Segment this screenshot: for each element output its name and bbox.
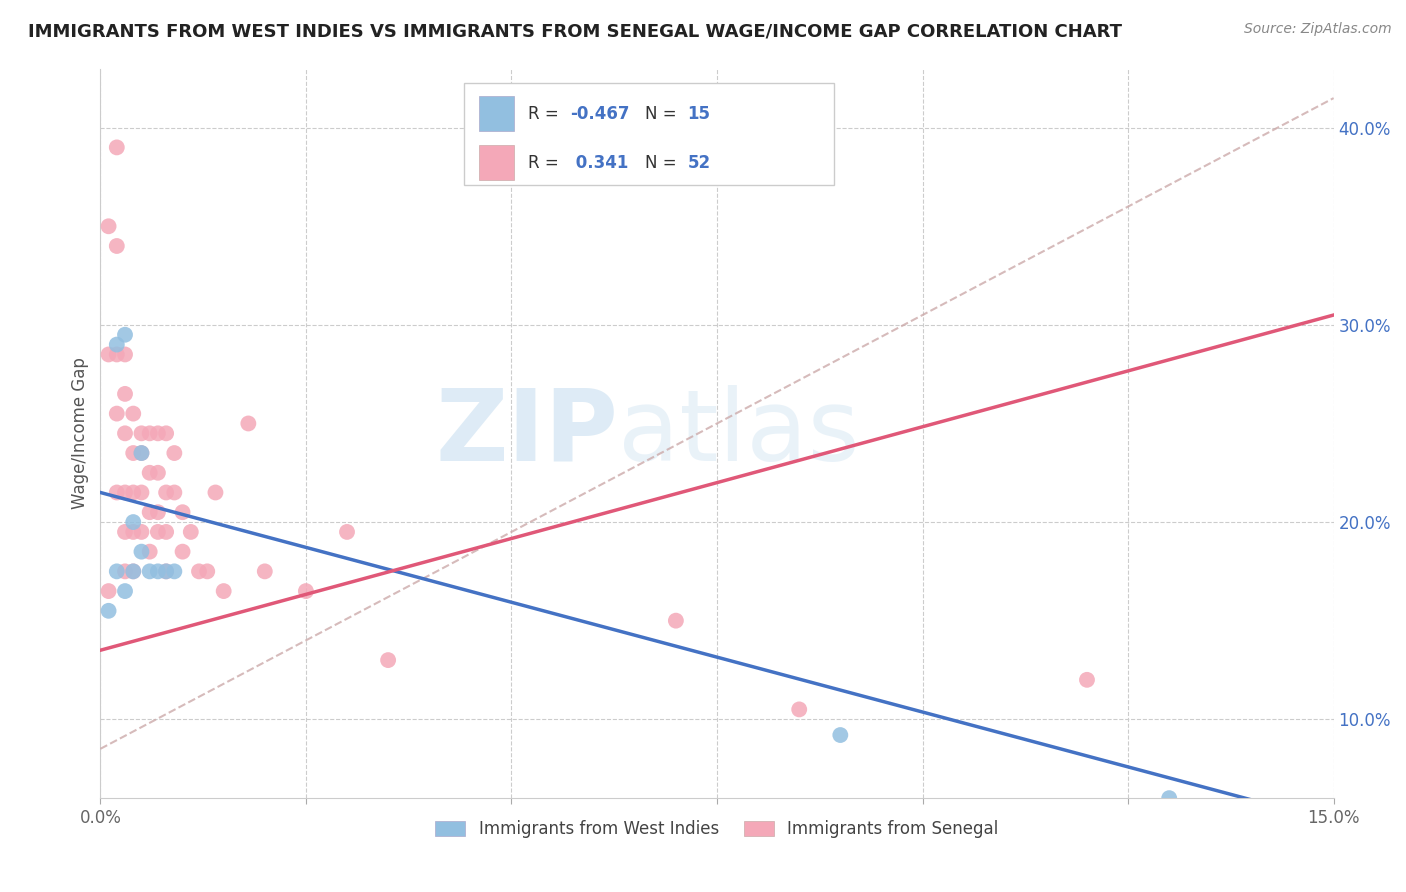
Bar <box>479 96 513 131</box>
Point <box>131 446 153 460</box>
Point <box>138 565 160 579</box>
Point <box>105 485 128 500</box>
Point <box>97 347 120 361</box>
Point <box>146 466 169 480</box>
Text: 15: 15 <box>688 104 710 123</box>
Point <box>212 584 235 599</box>
Text: atlas: atlas <box>619 384 860 482</box>
Point <box>163 485 186 500</box>
Point <box>172 505 194 519</box>
Bar <box>479 145 513 180</box>
Point <box>155 565 177 579</box>
Point <box>114 584 136 599</box>
Point <box>97 584 120 599</box>
Text: 52: 52 <box>688 153 710 172</box>
Point <box>122 485 145 500</box>
Point <box>114 387 136 401</box>
Point <box>114 426 136 441</box>
Point <box>105 239 128 253</box>
Point <box>180 524 202 539</box>
Point <box>146 505 169 519</box>
Point <box>131 485 153 500</box>
Point <box>188 565 211 579</box>
Point <box>138 544 160 558</box>
Point <box>155 426 177 441</box>
Point <box>114 327 136 342</box>
Point <box>131 544 153 558</box>
Y-axis label: Wage/Income Gap: Wage/Income Gap <box>72 358 89 509</box>
Point <box>122 515 145 529</box>
Point <box>336 524 359 539</box>
Point <box>163 565 186 579</box>
Text: 0.341: 0.341 <box>571 153 628 172</box>
Point <box>155 565 177 579</box>
Point <box>665 614 688 628</box>
Text: -0.467: -0.467 <box>571 104 630 123</box>
Point <box>131 446 153 460</box>
Text: IMMIGRANTS FROM WEST INDIES VS IMMIGRANTS FROM SENEGAL WAGE/INCOME GAP CORRELATI: IMMIGRANTS FROM WEST INDIES VS IMMIGRANT… <box>28 22 1122 40</box>
Point <box>146 426 169 441</box>
Point <box>105 407 128 421</box>
Point <box>163 446 186 460</box>
Text: R =: R = <box>529 104 564 123</box>
Point <box>146 524 169 539</box>
Point <box>105 565 128 579</box>
Point <box>114 565 136 579</box>
Point <box>195 565 218 579</box>
Point <box>122 446 145 460</box>
Point <box>105 140 128 154</box>
Point <box>238 417 260 431</box>
Legend: Immigrants from West Indies, Immigrants from Senegal: Immigrants from West Indies, Immigrants … <box>429 814 1005 845</box>
Point <box>1159 791 1181 805</box>
Point <box>138 426 160 441</box>
Point <box>105 347 128 361</box>
Point <box>131 426 153 441</box>
Text: N =: N = <box>645 153 682 172</box>
Point <box>1076 673 1098 687</box>
Point <box>105 337 128 351</box>
Point <box>122 565 145 579</box>
Point <box>204 485 226 500</box>
Point <box>122 407 145 421</box>
Point <box>114 524 136 539</box>
Point <box>122 565 145 579</box>
FancyBboxPatch shape <box>464 83 834 186</box>
Point <box>155 485 177 500</box>
Point <box>155 524 177 539</box>
Point <box>97 604 120 618</box>
Text: N =: N = <box>645 104 682 123</box>
Point <box>146 565 169 579</box>
Point <box>114 485 136 500</box>
Point <box>138 466 160 480</box>
Text: Source: ZipAtlas.com: Source: ZipAtlas.com <box>1244 22 1392 37</box>
Point <box>830 728 852 742</box>
Point <box>122 524 145 539</box>
Text: R =: R = <box>529 153 564 172</box>
Text: ZIP: ZIP <box>436 384 619 482</box>
Point <box>138 505 160 519</box>
Point <box>172 544 194 558</box>
Point <box>114 347 136 361</box>
Point <box>253 565 276 579</box>
Point <box>377 653 399 667</box>
Point <box>131 524 153 539</box>
Point <box>787 702 810 716</box>
Point <box>295 584 318 599</box>
Point <box>97 219 120 234</box>
